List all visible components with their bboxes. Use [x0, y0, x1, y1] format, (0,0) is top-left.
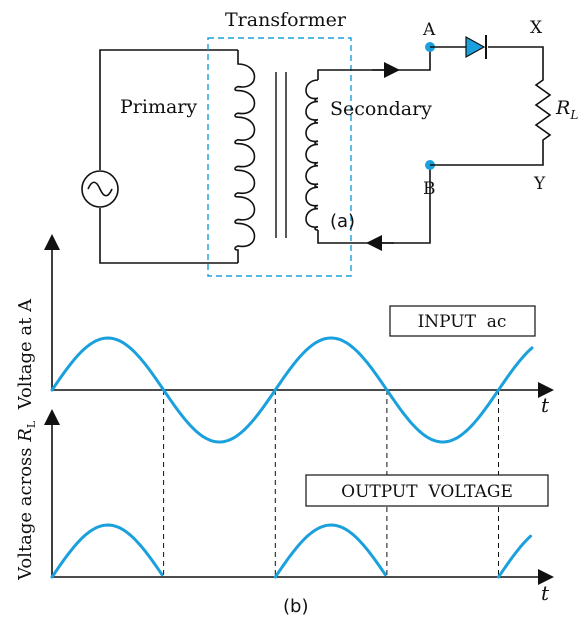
- wire-diode-x: [488, 46, 544, 74]
- primary-wire-top: [99, 49, 238, 170]
- y-axis-title: Voltage across RL Voltage at A: [15, 298, 38, 581]
- input-ac-label: INPUT ac: [418, 312, 507, 332]
- input-ac-box: [389, 305, 536, 337]
- ac-sine-icon: [87, 181, 113, 197]
- wire-y-b: [430, 148, 544, 166]
- output-half-cycle-1: [50, 523, 164, 579]
- secondary-coil: [305, 79, 319, 231]
- diode-icon: [465, 35, 487, 59]
- transformer-label: Transformer: [225, 9, 347, 31]
- resistor-label: RL: [555, 97, 578, 122]
- terminal-b-label: B: [423, 179, 436, 199]
- circuit-diagram: Transformer Primary Secondary A B X Y RL…: [81, 9, 578, 277]
- output-half-cycle-2: [273, 523, 387, 579]
- secondary-label: Secondary: [330, 98, 432, 120]
- input-waveform: [50, 336, 534, 444]
- secondary-wire-top: [317, 48, 431, 80]
- primary-wire-bottom: [99, 208, 238, 264]
- output-half-cycle-3: [497, 534, 532, 579]
- waveform-graphs: INPUT ac OUTPUT VOLTAGE t t Voltage acro…: [15, 234, 554, 617]
- caption-a: (a): [330, 211, 355, 232]
- input-t-label: t: [541, 393, 550, 417]
- output-voltage-box: [305, 474, 549, 507]
- resistor-icon: [534, 74, 552, 148]
- caption-b: (b): [283, 596, 308, 617]
- terminal-x-label: X: [530, 18, 543, 38]
- transformer-core-box: [207, 37, 352, 277]
- primary-label: Primary: [120, 96, 197, 118]
- terminal-y-label: Y: [533, 174, 546, 194]
- primary-coil: [234, 50, 256, 263]
- output-waveform: [50, 523, 532, 579]
- output-voltage-label: OUTPUT VOLTAGE: [341, 482, 513, 502]
- terminal-a-label: A: [422, 20, 436, 40]
- output-t-label: t: [541, 581, 550, 605]
